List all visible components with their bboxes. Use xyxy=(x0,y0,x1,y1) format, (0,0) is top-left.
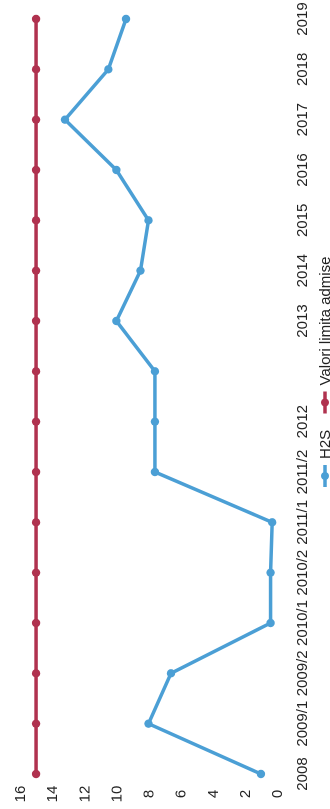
legend-label-h2s: H2S xyxy=(317,430,330,459)
data-point-valori-limita-admise xyxy=(31,719,41,728)
data-point-h2s xyxy=(104,65,113,74)
data-point-h2s xyxy=(121,14,131,24)
x-tick-label: 2009/1 xyxy=(294,701,311,747)
data-point-valori-limita-admise xyxy=(31,518,41,527)
data-point-h2s xyxy=(112,316,121,326)
series-layer xyxy=(31,14,277,779)
x-tick-label: 2009/2 xyxy=(294,650,311,696)
data-point-valori-limita-admise xyxy=(31,669,41,678)
data-point-h2s xyxy=(150,417,160,426)
data-point-valori-limita-admise xyxy=(31,367,41,376)
y-tick-label: 6 xyxy=(173,790,190,798)
data-point-h2s xyxy=(166,669,176,678)
legend-label-valori-limita-admise: Valori limita admise xyxy=(317,257,330,386)
y-tick-label: 2 xyxy=(237,790,254,798)
data-point-h2s xyxy=(144,719,153,728)
x-tick-label: 2019 xyxy=(294,2,311,35)
data-point-h2s xyxy=(144,216,153,225)
data-point-h2s xyxy=(267,518,277,527)
data-point-valori-limita-admise xyxy=(31,266,41,275)
y-tick-label: 4 xyxy=(205,790,222,798)
legend: H2S Valori limita admise xyxy=(317,257,330,487)
data-point-valori-limita-admise xyxy=(31,769,41,779)
x-tick-label: 2018 xyxy=(294,53,311,86)
data-point-h2s xyxy=(112,165,121,175)
chart-root: 0 2 4 6 8 10 12 14 16 2008 2009/1 2009/2 2010/1 2010… xyxy=(12,2,330,802)
data-point-h2s xyxy=(256,769,266,779)
x-tick-label: 2016 xyxy=(294,153,311,186)
x-tick-label: 2014 xyxy=(294,254,311,287)
y-tick-label: 16 xyxy=(12,786,29,803)
data-point-valori-limita-admise xyxy=(31,568,41,577)
x-tick-label: 2010/1 xyxy=(294,600,311,646)
x-tick-label: 2011/1 xyxy=(294,500,311,545)
x-tick-label: 2015 xyxy=(294,204,311,237)
data-point-valori-limita-admise xyxy=(31,165,41,175)
data-point-valori-limita-admise xyxy=(31,115,41,124)
x-tick-label: 2010/2 xyxy=(294,550,311,596)
x-tick-label: 2008 xyxy=(294,757,311,790)
x-axis-ticks: 2008 2009/1 2009/2 2010/1 2010/2 2011/1 2011/2… xyxy=(294,2,311,790)
data-point-valori-limita-admise xyxy=(31,417,41,426)
series-line-h2s xyxy=(63,17,274,776)
data-point-valori-limita-admise xyxy=(31,216,41,225)
data-point-valori-limita-admise xyxy=(31,65,41,74)
x-tick-label: 2012 xyxy=(294,405,311,438)
x-tick-label: 2013 xyxy=(294,304,311,337)
data-point-valori-limita-admise xyxy=(31,316,41,326)
y-axis-ticks: 0 2 4 6 8 10 12 14 16 xyxy=(12,786,286,803)
data-point-valori-limita-admise xyxy=(31,618,41,628)
legend-marker-h2s xyxy=(321,472,329,480)
x-tick-label: 2017 xyxy=(294,103,311,136)
data-point-h2s xyxy=(150,367,160,376)
y-tick-label: 10 xyxy=(108,786,125,803)
y-tick-label: 12 xyxy=(76,786,93,803)
data-point-h2s xyxy=(266,568,275,577)
data-point-h2s xyxy=(266,618,275,628)
data-point-valori-limita-admise xyxy=(31,467,41,477)
x-tick-label: 2011/2 xyxy=(294,450,311,495)
data-point-h2s xyxy=(60,115,70,124)
y-tick-label: 8 xyxy=(141,790,158,798)
legend-marker-valori-limita-admise xyxy=(321,398,329,407)
data-point-h2s xyxy=(136,266,145,275)
data-point-valori-limita-admise xyxy=(31,14,41,24)
y-tick-label: 14 xyxy=(44,786,61,803)
y-tick-label: 0 xyxy=(269,790,286,798)
data-point-h2s xyxy=(150,467,160,477)
